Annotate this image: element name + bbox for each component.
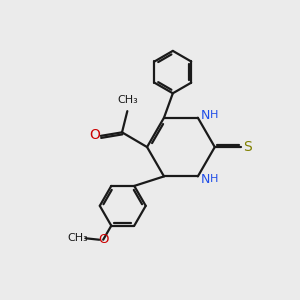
Text: O: O	[98, 233, 108, 246]
Text: O: O	[89, 128, 100, 142]
Text: H: H	[210, 110, 218, 120]
Text: S: S	[243, 140, 252, 154]
Text: H: H	[210, 174, 218, 184]
Text: N: N	[201, 173, 210, 186]
Text: CH₃: CH₃	[67, 233, 88, 243]
Text: CH₃: CH₃	[117, 95, 138, 105]
Text: N: N	[201, 109, 210, 122]
